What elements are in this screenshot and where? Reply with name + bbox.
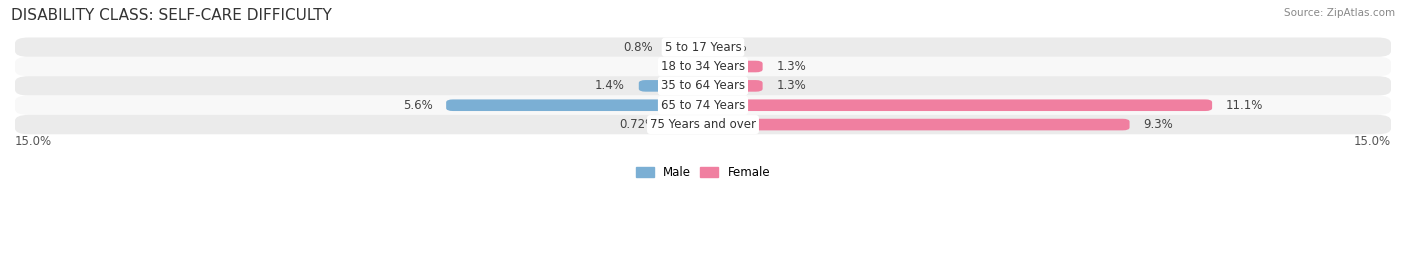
Text: 1.3%: 1.3% bbox=[776, 60, 806, 73]
FancyBboxPatch shape bbox=[15, 115, 1391, 134]
Text: Source: ZipAtlas.com: Source: ZipAtlas.com bbox=[1284, 8, 1395, 18]
FancyBboxPatch shape bbox=[638, 80, 703, 92]
FancyBboxPatch shape bbox=[666, 41, 703, 53]
FancyBboxPatch shape bbox=[703, 119, 1129, 130]
Text: 5.6%: 5.6% bbox=[402, 99, 433, 112]
FancyBboxPatch shape bbox=[15, 57, 1391, 76]
Text: 0.0%: 0.0% bbox=[717, 41, 747, 54]
FancyBboxPatch shape bbox=[671, 119, 703, 130]
Text: 0.72%: 0.72% bbox=[619, 118, 657, 131]
FancyBboxPatch shape bbox=[15, 37, 1391, 57]
FancyBboxPatch shape bbox=[15, 95, 1391, 115]
Text: 5 to 17 Years: 5 to 17 Years bbox=[665, 41, 741, 54]
FancyBboxPatch shape bbox=[703, 100, 1212, 111]
Text: 11.1%: 11.1% bbox=[1226, 99, 1263, 112]
Text: 15.0%: 15.0% bbox=[15, 135, 52, 148]
Text: 75 Years and over: 75 Years and over bbox=[650, 118, 756, 131]
Text: 65 to 74 Years: 65 to 74 Years bbox=[661, 99, 745, 112]
FancyBboxPatch shape bbox=[15, 76, 1391, 95]
Text: 0.0%: 0.0% bbox=[659, 60, 689, 73]
Text: 18 to 34 Years: 18 to 34 Years bbox=[661, 60, 745, 73]
Text: 35 to 64 Years: 35 to 64 Years bbox=[661, 79, 745, 92]
FancyBboxPatch shape bbox=[703, 61, 762, 72]
FancyBboxPatch shape bbox=[446, 100, 703, 111]
Text: 0.8%: 0.8% bbox=[623, 41, 652, 54]
Text: 9.3%: 9.3% bbox=[1143, 118, 1173, 131]
Legend: Male, Female: Male, Female bbox=[631, 161, 775, 184]
Text: DISABILITY CLASS: SELF-CARE DIFFICULTY: DISABILITY CLASS: SELF-CARE DIFFICULTY bbox=[11, 8, 332, 23]
FancyBboxPatch shape bbox=[703, 80, 762, 92]
Text: 15.0%: 15.0% bbox=[1354, 135, 1391, 148]
Text: 1.4%: 1.4% bbox=[595, 79, 626, 92]
Text: 1.3%: 1.3% bbox=[776, 79, 806, 92]
